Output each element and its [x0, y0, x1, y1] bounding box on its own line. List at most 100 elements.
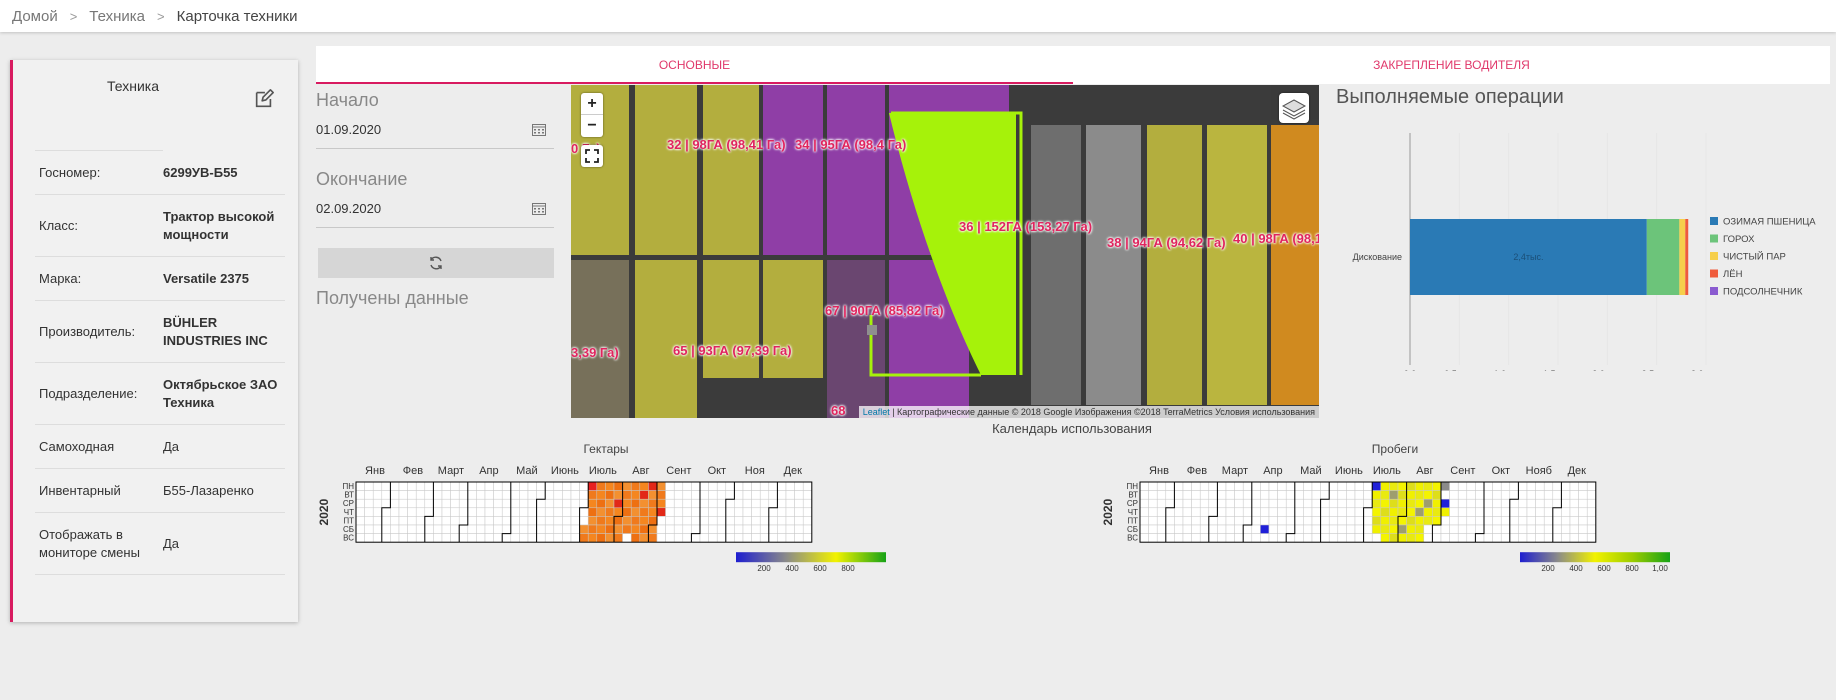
calendar-day[interactable]	[1483, 516, 1493, 526]
calendar-day[interactable]	[553, 498, 563, 509]
calendar-day[interactable]	[407, 524, 417, 534]
calendar-day[interactable]	[527, 533, 537, 543]
calendar-day[interactable]	[450, 498, 460, 509]
calendar-day[interactable]	[777, 498, 787, 509]
calendar-day[interactable]	[759, 490, 770, 500]
calendar-day[interactable]	[433, 524, 443, 534]
calendar-day[interactable]	[1578, 533, 1588, 543]
calendar-day[interactable]	[1397, 524, 1407, 534]
calendar-day[interactable]	[768, 516, 778, 526]
calendar-day[interactable]	[415, 490, 426, 500]
calendar-day[interactable]	[742, 481, 752, 491]
calendar-day[interactable]	[424, 516, 434, 526]
calendar-day[interactable]	[398, 490, 408, 500]
calendar-day[interactable]	[768, 533, 778, 543]
calendar-day[interactable]	[476, 481, 486, 491]
calendar-day[interactable]	[1475, 490, 1485, 500]
layers-button[interactable]	[1279, 93, 1309, 123]
calendar-day[interactable]	[630, 516, 641, 526]
calendar-day[interactable]	[785, 507, 795, 517]
calendar-day[interactable]	[1225, 516, 1235, 526]
calendar-day[interactable]	[562, 498, 572, 509]
calendar-day[interactable]	[372, 516, 383, 526]
calendar-day[interactable]	[1492, 516, 1502, 526]
calendar-day[interactable]	[1397, 516, 1407, 526]
calendar-day[interactable]	[1311, 481, 1321, 491]
calendar-day[interactable]	[1346, 516, 1356, 526]
calendar-day[interactable]	[364, 533, 374, 543]
calendar-day[interactable]	[648, 516, 658, 526]
calendar-day[interactable]	[734, 524, 744, 534]
calendar-day[interactable]	[544, 481, 555, 491]
calendar-day[interactable]	[1371, 498, 1382, 509]
calendar-day[interactable]	[1225, 481, 1235, 491]
calendar-day[interactable]	[527, 507, 537, 517]
calendar-day[interactable]	[364, 516, 374, 526]
calendar-day[interactable]	[536, 507, 546, 517]
calendar-day[interactable]	[381, 516, 391, 526]
bar-segment[interactable]	[1410, 219, 1647, 295]
calendar-day[interactable]	[467, 516, 477, 526]
calendar-day[interactable]	[622, 516, 632, 526]
calendar-day[interactable]	[605, 516, 615, 526]
calendar-day[interactable]	[1337, 481, 1347, 491]
calendar-day[interactable]	[587, 481, 598, 491]
calendar-day[interactable]	[1423, 524, 1433, 534]
calendar-day[interactable]	[1285, 524, 1296, 534]
calendar-day[interactable]	[605, 490, 615, 500]
calendar-day[interactable]	[1363, 524, 1373, 534]
calendar-day[interactable]	[622, 507, 632, 517]
calendar-day[interactable]	[785, 524, 795, 534]
bar-segment[interactable]	[1646, 219, 1680, 295]
calendar-day[interactable]	[1466, 524, 1476, 534]
calendar-day[interactable]	[1569, 498, 1579, 509]
calendar-day[interactable]	[1311, 490, 1321, 500]
calendar-day[interactable]	[562, 524, 572, 534]
calendar-day[interactable]	[415, 524, 426, 534]
calendar-day[interactable]	[1475, 533, 1485, 543]
calendar-day[interactable]	[630, 490, 641, 500]
calendar-day[interactable]	[1174, 481, 1184, 491]
calendar-day[interactable]	[1535, 524, 1545, 534]
calendar-day[interactable]	[527, 498, 537, 509]
calendar-day[interactable]	[1156, 498, 1167, 509]
calendar-day[interactable]	[1346, 533, 1356, 543]
calendar-day[interactable]	[355, 533, 365, 543]
calendar-day[interactable]	[1406, 490, 1416, 500]
calendar-day[interactable]	[372, 490, 383, 500]
calendar-day[interactable]	[802, 498, 813, 509]
calendar-day[interactable]	[587, 490, 598, 500]
calendar-day[interactable]	[493, 498, 503, 509]
calendar-day[interactable]	[734, 516, 744, 526]
calendar-day[interactable]	[1234, 524, 1244, 534]
calendar-day[interactable]	[381, 481, 391, 491]
calendar-day[interactable]	[407, 507, 417, 517]
calendar-day[interactable]	[484, 481, 494, 491]
calendar-day[interactable]	[1191, 498, 1201, 509]
calendar-day[interactable]	[510, 498, 520, 509]
calendar-day[interactable]	[1397, 533, 1407, 543]
calendar-day[interactable]	[1483, 507, 1493, 517]
calendar-day[interactable]	[1389, 533, 1399, 543]
calendar-day[interactable]	[1380, 533, 1390, 543]
calendar-day[interactable]	[1139, 498, 1149, 509]
calendar-day[interactable]	[553, 490, 563, 500]
calendar-day[interactable]	[716, 507, 727, 517]
calendar-day[interactable]	[1500, 498, 1511, 509]
calendar-day[interactable]	[725, 516, 735, 526]
calendar-day[interactable]	[665, 524, 675, 534]
calendar-day[interactable]	[794, 490, 804, 500]
calendar-day[interactable]	[1328, 481, 1339, 491]
calendar-day[interactable]	[691, 481, 701, 491]
calendar-day[interactable]	[639, 490, 649, 500]
calendar-day[interactable]	[1320, 498, 1330, 509]
calendar-day[interactable]	[751, 498, 761, 509]
calendar-day[interactable]	[458, 507, 469, 517]
calendar-day[interactable]	[1500, 481, 1511, 491]
calendar-day[interactable]	[1174, 498, 1184, 509]
calendar-day[interactable]	[1311, 498, 1321, 509]
calendar-day[interactable]	[381, 533, 391, 543]
calendar-day[interactable]	[1561, 524, 1571, 534]
calendar-day[interactable]	[1251, 516, 1261, 526]
calendar-day[interactable]	[708, 507, 718, 517]
